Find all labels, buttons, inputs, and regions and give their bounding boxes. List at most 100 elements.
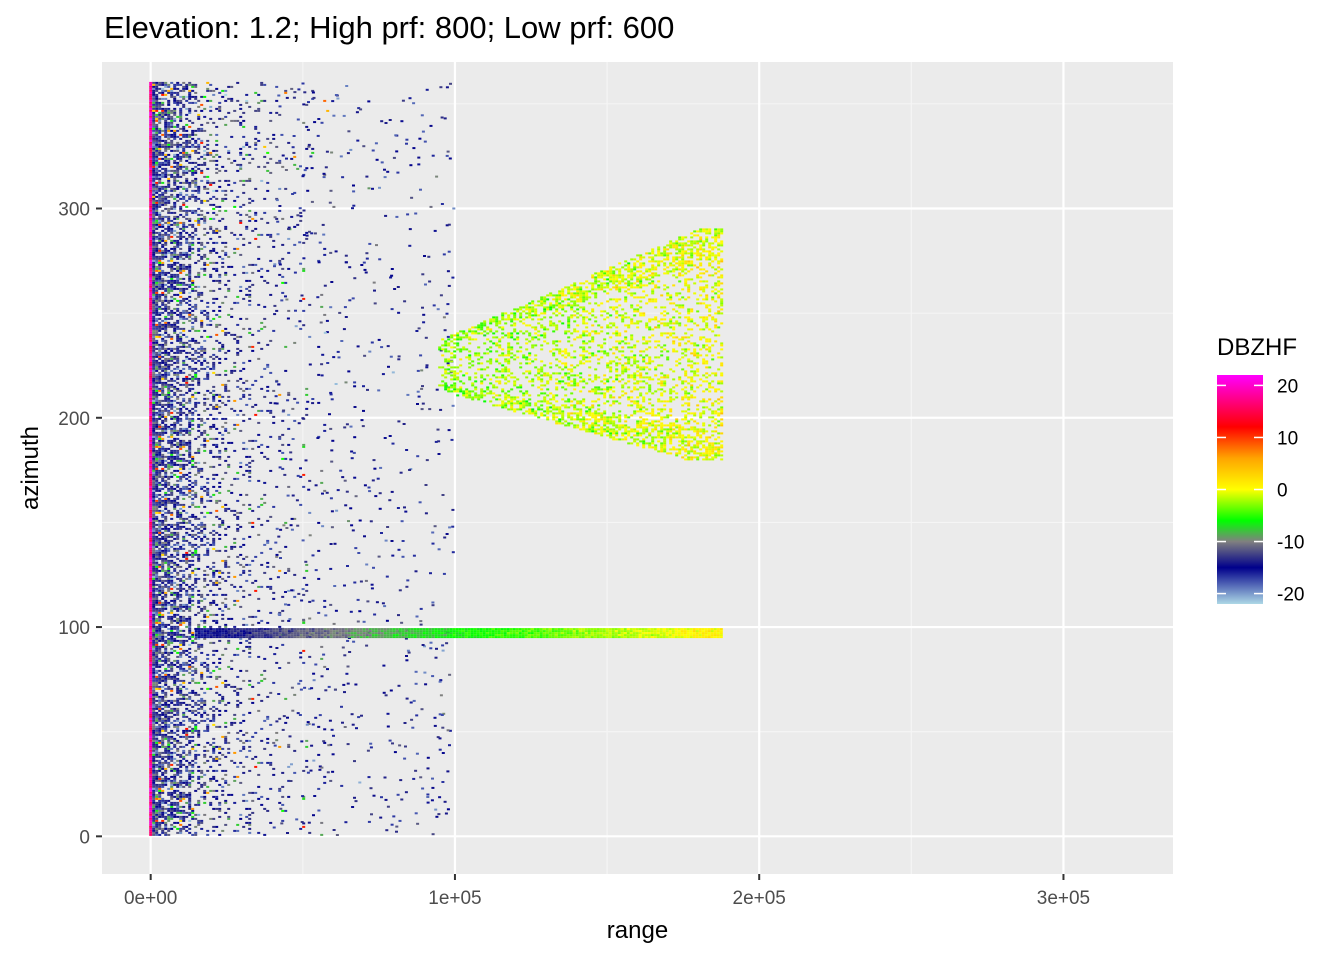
clutter-cell xyxy=(149,275,153,278)
clutter-cell xyxy=(152,719,156,722)
clutter-cell xyxy=(152,621,156,624)
clutter-cell xyxy=(158,617,162,620)
clutter-cell xyxy=(161,81,165,84)
clutter-cell xyxy=(155,523,159,526)
clutter-cell xyxy=(302,121,306,124)
clutter-cell xyxy=(149,703,153,706)
clutter-cell xyxy=(248,475,252,478)
clutter-cell xyxy=(173,99,177,102)
clutter-cell xyxy=(260,347,264,350)
clutter-cell xyxy=(200,209,204,212)
clutter-cell xyxy=(188,197,192,200)
clutter-cell xyxy=(170,665,174,668)
clutter-cell xyxy=(152,315,156,318)
clutter-cell xyxy=(152,711,156,714)
clutter-cell xyxy=(176,309,180,312)
clutter-cell xyxy=(149,393,153,396)
clutter-cell xyxy=(158,273,162,276)
clutter-cell xyxy=(278,113,282,116)
clutter-cell xyxy=(167,539,171,542)
clutter-cell xyxy=(176,753,180,756)
clutter-cell xyxy=(155,167,159,170)
clutter-cell xyxy=(293,595,297,598)
clutter-cell xyxy=(173,421,177,424)
clutter-cell xyxy=(191,631,195,634)
clutter-cell xyxy=(158,205,162,208)
clutter-cell xyxy=(158,325,162,328)
clutter-cell xyxy=(206,257,210,260)
clutter-cell xyxy=(161,679,165,682)
clutter-cell xyxy=(182,581,186,584)
clutter-cell xyxy=(158,587,162,590)
clutter-cell xyxy=(155,499,159,502)
clutter-cell xyxy=(194,183,198,186)
clutter-cell xyxy=(158,373,162,376)
clutter-cell xyxy=(197,197,201,200)
clutter-cell xyxy=(158,539,162,542)
clutter-cell xyxy=(188,651,192,654)
clutter-cell xyxy=(203,175,207,178)
clutter-cell xyxy=(164,537,168,540)
clutter-cell xyxy=(209,511,213,514)
clutter-cell xyxy=(158,255,162,258)
clutter-cell xyxy=(167,195,171,198)
clutter-cell xyxy=(155,759,159,762)
clutter-cell xyxy=(158,327,162,330)
clutter-cell xyxy=(173,607,177,610)
clutter-cell xyxy=(161,675,165,678)
clutter-cell xyxy=(161,737,165,740)
clutter-cell xyxy=(161,513,165,516)
clutter-cell xyxy=(170,315,174,318)
clutter-cell xyxy=(239,289,243,292)
clutter-cell xyxy=(182,329,186,332)
clutter-cell xyxy=(179,511,183,514)
clutter-cell xyxy=(161,405,165,408)
clutter-cell xyxy=(242,389,246,392)
clutter-cell xyxy=(236,737,240,740)
clutter-cell xyxy=(191,529,195,532)
clutter-cell xyxy=(164,737,168,740)
clutter-cell xyxy=(161,639,165,642)
clutter-cell xyxy=(155,125,159,128)
clutter-cell xyxy=(200,701,204,704)
clutter-cell xyxy=(176,243,180,246)
clutter-cell xyxy=(212,581,216,584)
clutter-cell xyxy=(164,373,168,376)
clutter-cell xyxy=(191,369,195,372)
clutter-cell xyxy=(269,371,273,374)
clutter-cell xyxy=(191,745,195,748)
clutter-cell xyxy=(218,693,222,696)
clutter-cell xyxy=(167,83,171,86)
clutter-cell xyxy=(152,423,156,426)
clutter-cell xyxy=(179,629,183,632)
clutter-cell xyxy=(170,323,174,326)
clutter-cell xyxy=(149,139,153,142)
clutter-cell xyxy=(167,335,171,338)
clutter-cell xyxy=(158,451,162,454)
clutter-cell xyxy=(176,639,180,642)
clutter-cell xyxy=(257,533,261,536)
clutter-cell xyxy=(164,623,168,626)
clutter-cell xyxy=(212,397,216,400)
clutter-cell xyxy=(179,703,183,706)
clutter-cell xyxy=(188,643,192,646)
clutter-cell xyxy=(170,205,174,208)
clutter-cell xyxy=(164,515,168,518)
clutter-cell xyxy=(158,131,162,134)
clutter-cell xyxy=(200,663,204,666)
clutter-cell xyxy=(152,233,156,236)
clutter-cell xyxy=(158,113,162,116)
clutter-cell xyxy=(149,531,153,534)
clutter-cell xyxy=(179,349,183,352)
clutter-cell xyxy=(167,455,171,458)
clutter-cell xyxy=(221,117,225,120)
clutter-cell xyxy=(155,413,159,416)
clutter-cell xyxy=(164,505,168,508)
clutter-cell xyxy=(236,81,240,84)
clutter-cell xyxy=(206,593,210,596)
clutter-cell xyxy=(245,669,249,672)
clutter-cell xyxy=(233,761,237,764)
clutter-cell xyxy=(164,377,168,380)
clutter-cell xyxy=(167,411,171,414)
clutter-cell xyxy=(155,693,159,696)
